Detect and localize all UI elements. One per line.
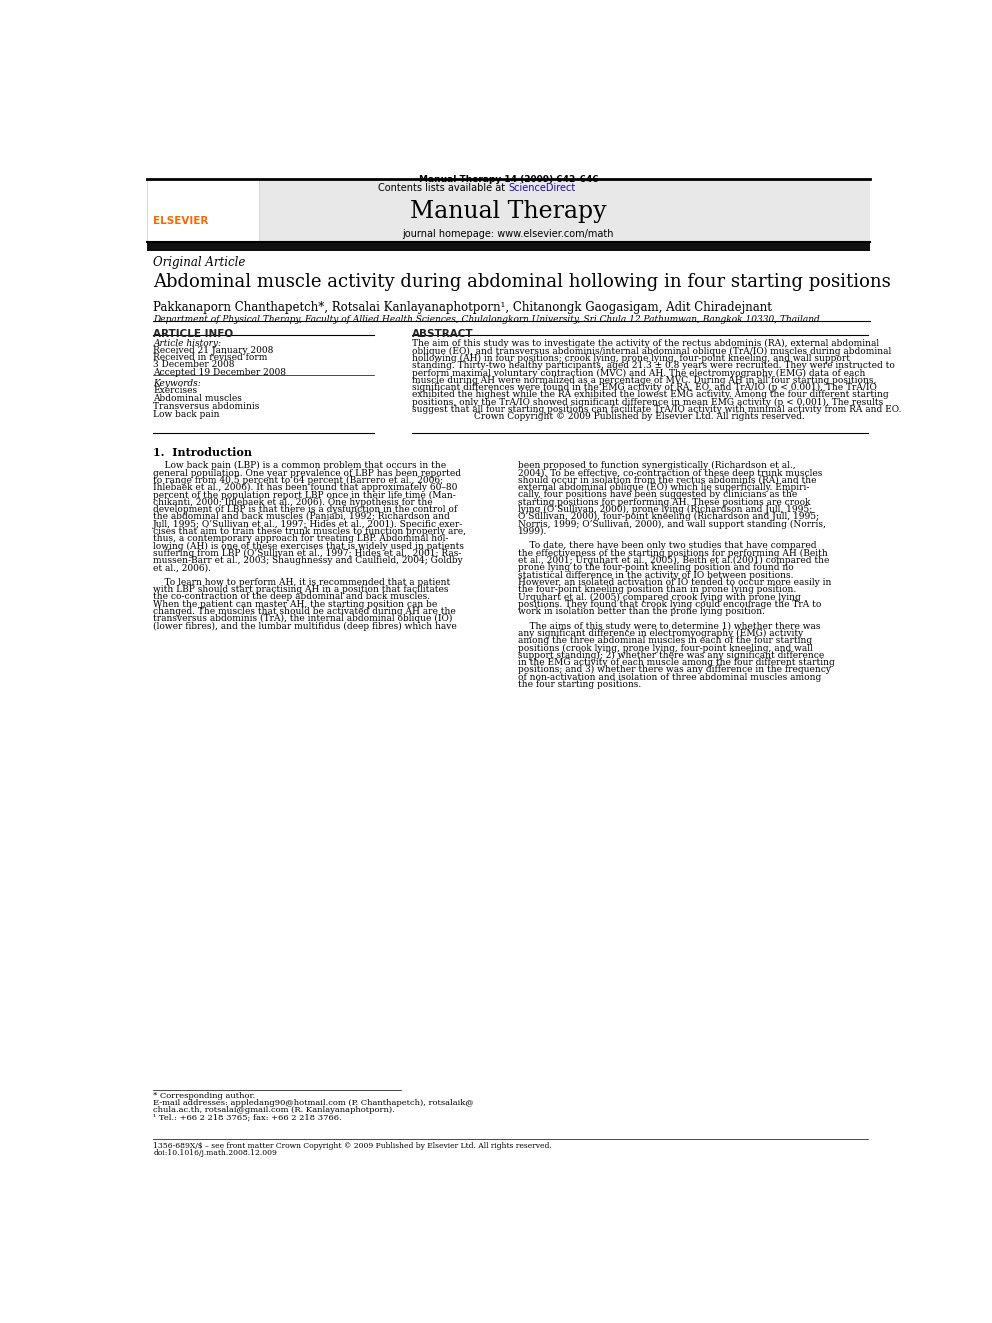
Text: doi:10.1016/j.math.2008.12.009: doi:10.1016/j.math.2008.12.009 xyxy=(153,1148,277,1156)
Text: Transversus abdominis: Transversus abdominis xyxy=(153,402,260,411)
Text: percent of the population report LBP once in their life time (Man-: percent of the population report LBP onc… xyxy=(153,491,456,500)
Text: cises that aim to train these trunk muscles to function properly are,: cises that aim to train these trunk musc… xyxy=(153,527,466,536)
Text: changed. The muscles that should be activated during AH are the: changed. The muscles that should be acti… xyxy=(153,607,456,617)
Text: the four-point kneeling position than in prone lying position.: the four-point kneeling position than in… xyxy=(519,585,797,594)
Text: Norris, 1999; O’Sullivan, 2000), and wall support standing (Norris,: Norris, 1999; O’Sullivan, 2000), and wal… xyxy=(519,520,826,529)
Text: To learn how to perform AH, it is recommended that a patient: To learn how to perform AH, it is recomm… xyxy=(153,578,450,587)
Text: the abdominal and back muscles (Panjabi, 1992; Richardson and: the abdominal and back muscles (Panjabi,… xyxy=(153,512,450,521)
Text: Original Article: Original Article xyxy=(153,255,246,269)
Text: 1.  Introduction: 1. Introduction xyxy=(153,447,252,458)
Text: Received 21 January 2008: Received 21 January 2008 xyxy=(153,347,274,355)
Text: prone lying to the four-point kneeling position and found no: prone lying to the four-point kneeling p… xyxy=(519,564,795,573)
Text: mussen-Barr et al., 2003; Shaughnessy and Caulfield, 2004; Goldby: mussen-Barr et al., 2003; Shaughnessy an… xyxy=(153,556,463,565)
Text: lying (O’Sullivan, 2000), prone lying (Richardson and Jull, 1995;: lying (O’Sullivan, 2000), prone lying (R… xyxy=(519,505,812,515)
Text: (lower fibres), and the lumbar multifidus (deep fibres) which have: (lower fibres), and the lumbar multifidu… xyxy=(153,622,457,631)
Text: Abdominal muscle activity during abdominal hollowing in four starting positions: Abdominal muscle activity during abdomin… xyxy=(153,273,891,291)
Text: ABSTRACT: ABSTRACT xyxy=(413,329,474,339)
Text: Manual Therapy 14 (2009) 642–646: Manual Therapy 14 (2009) 642–646 xyxy=(419,175,598,184)
Text: Crown Copyright © 2009 Published by Elsevier Ltd. All rights reserved.: Crown Copyright © 2009 Published by Else… xyxy=(474,413,806,422)
Text: Jull, 1995; O’Sullivan et al., 1997; Hides et al., 2001). Specific exer-: Jull, 1995; O’Sullivan et al., 1997; Hid… xyxy=(153,520,463,529)
Text: The aim of this study was to investigate the activity of the rectus abdominis (R: The aim of this study was to investigate… xyxy=(413,339,880,348)
Text: the four starting positions.: the four starting positions. xyxy=(519,680,642,689)
FancyBboxPatch shape xyxy=(147,179,870,242)
Text: oblique (EO), and transversus abdominis/internal abdominal oblique (TrA/IO) musc: oblique (EO), and transversus abdominis/… xyxy=(413,347,892,356)
Text: When the patient can master AH, the starting position can be: When the patient can master AH, the star… xyxy=(153,599,437,609)
Text: E-mail addresses: appledang90@hotmail.com (P. Chanthapetch), rotsalaik@: E-mail addresses: appledang90@hotmail.co… xyxy=(153,1099,474,1107)
Text: Article history:: Article history: xyxy=(153,339,221,348)
Text: journal homepage: www.elsevier.com/math: journal homepage: www.elsevier.com/math xyxy=(403,229,614,239)
Text: Abdominal muscles: Abdominal muscles xyxy=(153,394,242,404)
Text: standing. Thirty-two healthy participants, aged 21.3 ± 0.8 years were recruited.: standing. Thirty-two healthy participant… xyxy=(413,361,895,370)
Text: positions (crook lying, prone lying, four-point kneeling, and wall: positions (crook lying, prone lying, fou… xyxy=(519,643,813,652)
Text: development of LBP is that there is a dysfunction in the control of: development of LBP is that there is a dy… xyxy=(153,505,457,515)
Text: To date, there have been only two studies that have compared: To date, there have been only two studie… xyxy=(519,541,816,550)
Text: 1356-689X/$ – see front matter Crown Copyright © 2009 Published by Elsevier Ltd.: 1356-689X/$ – see front matter Crown Cop… xyxy=(153,1142,552,1150)
Text: 2004). To be effective, co-contraction of these deep trunk muscles: 2004). To be effective, co-contraction o… xyxy=(519,468,822,478)
Text: 1999).: 1999). xyxy=(519,527,548,536)
Text: any significant difference in electromyography (EMG) activity: any significant difference in electromyo… xyxy=(519,628,804,638)
Text: Received in revised form: Received in revised form xyxy=(153,353,268,363)
Text: cally, four positions have been suggested by clinicians as the: cally, four positions have been suggeste… xyxy=(519,491,798,500)
Text: thus, a contemporary approach for treating LBP. Abdominal hol-: thus, a contemporary approach for treati… xyxy=(153,534,448,544)
Text: muscle during AH were normalized as a percentage of MVC. During AH in all four s: muscle during AH were normalized as a pe… xyxy=(413,376,877,385)
Text: to range from 40.5 percent to 64 percent (Barrero et al., 2006;: to range from 40.5 percent to 64 percent… xyxy=(153,476,443,486)
Text: of non-activation and isolation of three abdominal muscles among: of non-activation and isolation of three… xyxy=(519,672,821,681)
Text: O’Sullivan, 2000), four-point kneeling (Richardson and Jull, 1995;: O’Sullivan, 2000), four-point kneeling (… xyxy=(519,512,819,521)
Text: suffering from LBP (O’Sullivan et al., 1997; Hides et al., 2001; Ras-: suffering from LBP (O’Sullivan et al., 1… xyxy=(153,549,461,558)
Text: with LBP should start practising AH in a position that facilitates: with LBP should start practising AH in a… xyxy=(153,585,448,594)
Text: work in isolation better than the prone lying position.: work in isolation better than the prone … xyxy=(519,607,766,617)
Text: ARTICLE INFO: ARTICLE INFO xyxy=(153,329,233,339)
Text: * Corresponding author.: * Corresponding author. xyxy=(153,1091,256,1099)
Text: chikanti, 2000; Ihlebaek et al., 2006). One hypothesis for the: chikanti, 2000; Ihlebaek et al., 2006). … xyxy=(153,497,433,507)
Text: hollowing (AH) in four positions; crook lying, prone lying, four-point kneeling,: hollowing (AH) in four positions; crook … xyxy=(413,353,850,363)
Text: the effectiveness of the starting positions for performing AH (Beith: the effectiveness of the starting positi… xyxy=(519,549,828,558)
Text: significant differences were found in the EMG activity of RA, EO, and TrA/IO (p : significant differences were found in th… xyxy=(413,384,877,392)
Text: The aims of this study were to determine 1) whether there was: The aims of this study were to determine… xyxy=(519,622,821,631)
Text: support standing); 2) whether there was any significant difference: support standing); 2) whether there was … xyxy=(519,651,824,660)
Text: among the three abdominal muscles in each of the four starting: among the three abdominal muscles in eac… xyxy=(519,636,812,646)
Text: suggest that all four starting positions can facilitate TrA/IO activity with min: suggest that all four starting positions… xyxy=(413,405,902,414)
Text: lowing (AH) is one of these exercises that is widely used in patients: lowing (AH) is one of these exercises th… xyxy=(153,541,464,550)
Text: chula.ac.th, rotsalai@gmail.com (R. Kanlayanaphotporn).: chula.ac.th, rotsalai@gmail.com (R. Kanl… xyxy=(153,1106,395,1114)
Text: in the EMG activity of each muscle among the four different starting: in the EMG activity of each muscle among… xyxy=(519,658,835,667)
Text: transversus abdominis (TrA), the internal abdominal oblique (IO): transversus abdominis (TrA), the interna… xyxy=(153,614,452,623)
Text: ¹ Tel.: +66 2 218 3765; fax: +66 2 218 3766.: ¹ Tel.: +66 2 218 3765; fax: +66 2 218 3… xyxy=(153,1113,342,1122)
Text: et al., 2006).: et al., 2006). xyxy=(153,564,211,573)
Text: Ihlebaek et al., 2006). It has been found that approximately 60–80: Ihlebaek et al., 2006). It has been foun… xyxy=(153,483,457,492)
Text: 3 December 2008: 3 December 2008 xyxy=(153,360,235,369)
Text: should occur in isolation from the rectus abdominis (RA) and the: should occur in isolation from the rectu… xyxy=(519,476,816,486)
Text: ScienceDirect: ScienceDirect xyxy=(509,183,575,193)
Text: general population. One year prevalence of LBP has been reported: general population. One year prevalence … xyxy=(153,468,461,478)
Text: Exercises: Exercises xyxy=(153,386,197,396)
Text: positions, only the TrA/IO showed significant difference in mean EMG activity (p: positions, only the TrA/IO showed signif… xyxy=(413,398,884,407)
Text: However, an isolated activation of IO tended to occur more easily in: However, an isolated activation of IO te… xyxy=(519,578,831,587)
Text: Low back pain: Low back pain xyxy=(153,410,219,419)
Text: starting positions for performing AH. These positions are crook: starting positions for performing AH. Th… xyxy=(519,497,810,507)
FancyBboxPatch shape xyxy=(147,242,870,251)
Text: statistical difference in the activity of IO between positions.: statistical difference in the activity o… xyxy=(519,570,794,579)
Text: perform maximal voluntary contraction (MVC) and AH. The electromyography (EMG) d: perform maximal voluntary contraction (M… xyxy=(413,368,866,377)
Text: Keywords:: Keywords: xyxy=(153,378,201,388)
Text: et al., 2001; Urquhart et al., 2005). Beith et al.(2001) compared the: et al., 2001; Urquhart et al., 2005). Be… xyxy=(519,556,829,565)
Text: been proposed to function synergistically (Richardson et al.,: been proposed to function synergisticall… xyxy=(519,462,796,471)
Text: the co-contraction of the deep abdominal and back muscles.: the co-contraction of the deep abdominal… xyxy=(153,593,431,602)
Text: Contents lists available at: Contents lists available at xyxy=(378,183,509,193)
Text: Manual Therapy: Manual Therapy xyxy=(410,200,607,222)
Text: Accepted 19 December 2008: Accepted 19 December 2008 xyxy=(153,368,287,377)
Text: positions; and 3) whether there was any difference in the frequency: positions; and 3) whether there was any … xyxy=(519,665,831,675)
Text: positions. They found that crook lying could encourage the TrA to: positions. They found that crook lying c… xyxy=(519,599,821,609)
Text: ELSEVIER: ELSEVIER xyxy=(153,216,208,226)
FancyBboxPatch shape xyxy=(147,179,259,242)
Text: Pakkanaporn Chanthapetch*, Rotsalai Kanlayanaphotporn¹, Chitanongk Gaogasigam, A: Pakkanaporn Chanthapetch*, Rotsalai Kanl… xyxy=(153,302,772,315)
Text: Urquhart et al. (2005) compared crook lying with prone lying: Urquhart et al. (2005) compared crook ly… xyxy=(519,593,802,602)
Text: external abdominal oblique (EO) which lie superficially. Empiri-: external abdominal oblique (EO) which li… xyxy=(519,483,809,492)
Text: Department of Physical Therapy, Faculty of Allied Health Sciences, Chulalongkorn: Department of Physical Therapy, Faculty … xyxy=(153,315,820,324)
Text: exhibited the highest while the RA exhibited the lowest EMG activity. Among the : exhibited the highest while the RA exhib… xyxy=(413,390,889,400)
Text: Low back pain (LBP) is a common problem that occurs in the: Low back pain (LBP) is a common problem … xyxy=(153,462,446,471)
